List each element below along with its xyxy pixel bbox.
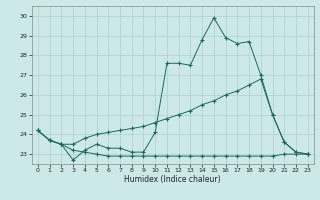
X-axis label: Humidex (Indice chaleur): Humidex (Indice chaleur) <box>124 175 221 184</box>
